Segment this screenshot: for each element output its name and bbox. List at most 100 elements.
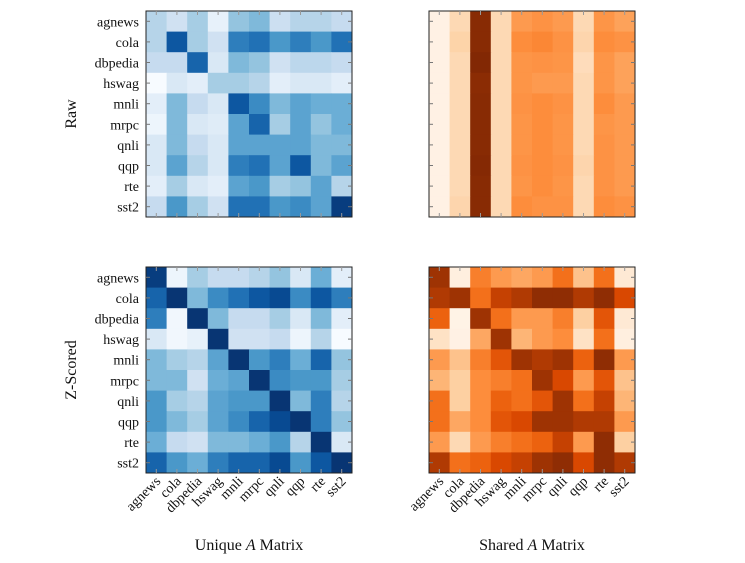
heatmap-cell-qnli-mnli	[228, 390, 250, 412]
heatmap-cell-qnli-qnli	[552, 134, 574, 156]
heatmap-cell-hswag-qnli	[269, 72, 291, 94]
heatmap-cell-dbpedia-agnews	[429, 308, 451, 330]
heatmap-cell-agnews-mrpc	[249, 11, 271, 33]
heatmap-cell-qqp-cola	[166, 411, 188, 433]
heatmap-cell-mrpc-agnews	[146, 114, 168, 136]
heatmap-cell-rte-cola	[449, 431, 471, 453]
heatmap-cell-dbpedia-sst2	[331, 52, 353, 74]
heatmap-cell-agnews-mnli	[511, 267, 533, 289]
heatmap-cell-dbpedia-hswag	[490, 308, 512, 330]
heatmap-cell-rte-sst2	[614, 431, 636, 453]
title-shared-var: A	[527, 537, 538, 554]
heatmap-cell-hswag-qnli	[552, 328, 574, 350]
heatmap-cell-agnews-qnli	[552, 267, 574, 289]
heatmap-cell-qnli-rte	[310, 134, 332, 156]
heatmap-cell-qqp-cola	[449, 155, 471, 177]
heatmap-cell-rte-sst2	[331, 431, 353, 453]
heatmap-cell-cola-sst2	[614, 287, 636, 309]
heatmap-cell-mnli-hswag	[490, 93, 512, 115]
heatmap-cell-cola-cola	[449, 31, 471, 53]
heatmap-cell-qnli-rte	[310, 390, 332, 412]
heatmap-cell-mrpc-dbpedia	[470, 370, 492, 392]
heatmap-cell-qqp-rte	[593, 155, 615, 177]
heatmap-cell-hswag-agnews	[146, 72, 168, 94]
col-tick-label-sst2: sst2	[324, 474, 350, 500]
heatmap-cell-qqp-mrpc	[249, 155, 271, 177]
heatmap-cell-qqp-cola	[449, 411, 471, 433]
heatmap-cell-sst2-agnews	[429, 196, 451, 218]
heatmap-cell-sst2-mnli	[511, 196, 533, 218]
title-shared: Shared A Matrix	[479, 537, 585, 554]
heatmap-cell-rte-qqp	[290, 431, 312, 453]
heatmap-cell-agnews-mnli	[511, 11, 533, 33]
heatmap-cell-sst2-rte	[310, 196, 332, 218]
heatmap-cell-mnli-rte	[593, 93, 615, 115]
heatmap-cell-sst2-dbpedia	[187, 452, 209, 474]
heatmap-cell-dbpedia-hswag	[207, 52, 229, 74]
panel-frame	[428, 10, 636, 218]
heatmap-cell-qnli-hswag	[207, 134, 229, 156]
heatmap-cell-qnli-hswag	[207, 390, 229, 412]
heatmap-cell-cola-rte	[593, 31, 615, 53]
heatmap-cell-dbpedia-qnli	[269, 52, 291, 74]
heatmap-cell-dbpedia-mnli	[511, 308, 533, 330]
title-shared-post: Matrix	[537, 537, 585, 554]
heatmap-cell-sst2-cola	[449, 452, 471, 474]
heatmap-cell-qnli-mrpc	[532, 390, 554, 412]
heatmap-cell-cola-agnews	[146, 31, 168, 53]
heatmap-cell-rte-qnli	[552, 431, 574, 453]
heatmap-cell-dbpedia-cola	[166, 308, 188, 330]
heatmap-cell-dbpedia-qnli	[552, 308, 574, 330]
heatmap-cell-cola-mrpc	[532, 31, 554, 53]
heatmap-cell-qqp-qnli	[269, 411, 291, 433]
heatmap-cell-agnews-dbpedia	[187, 11, 209, 33]
heatmap-cell-hswag-hswag	[490, 72, 512, 94]
heatmap-cell-hswag-hswag	[490, 328, 512, 350]
row-tick-label-cola: cola	[116, 292, 140, 307]
row-tick-label-dbpedia: dbpedia	[95, 313, 140, 328]
heatmap-cell-hswag-dbpedia	[187, 72, 209, 94]
heatmap-cell-hswag-sst2	[331, 72, 353, 94]
heatmap-cell-qnli-sst2	[331, 390, 353, 412]
heatmap-cell-mnli-sst2	[614, 93, 636, 115]
heatmap-cell-mnli-rte	[593, 349, 615, 371]
heatmap-cell-rte-cola	[449, 175, 471, 197]
heatmap-cell-mrpc-hswag	[207, 114, 229, 136]
heatmap-cell-agnews-mnli	[228, 267, 250, 289]
row-tick-label-cola: cola	[116, 36, 140, 51]
heatmap-cell-hswag-dbpedia	[187, 328, 209, 350]
heatmap-cell-cola-rte	[593, 287, 615, 309]
heatmap-cell-mnli-dbpedia	[470, 349, 492, 371]
heatmap-cell-agnews-qqp	[290, 11, 312, 33]
heatmap-cell-agnews-cola	[166, 11, 188, 33]
heatmap-cell-sst2-mrpc	[532, 196, 554, 218]
heatmap-cell-mnli-mrpc	[532, 93, 554, 115]
row-tick-label-dbpedia: dbpedia	[95, 57, 140, 72]
heatmap-cell-sst2-sst2	[614, 452, 636, 474]
heatmap-cell-hswag-cola	[166, 72, 188, 94]
heatmap-cell-agnews-mrpc	[532, 267, 554, 289]
heatmap-cell-cola-sst2	[614, 31, 636, 53]
heatmap-cell-rte-cola	[166, 431, 188, 453]
heatmap-cell-dbpedia-mrpc	[249, 308, 271, 330]
panel-frame	[428, 266, 636, 474]
col-tick-label-agnews: agnews	[407, 474, 447, 514]
heatmap-cell-qnli-sst2	[331, 134, 353, 156]
row-tick-label-qnli: qnli	[117, 395, 139, 410]
heatmap-cell-mrpc-cola	[449, 114, 471, 136]
heatmap-panel-1: agnews cola dbpedia hswag mnli mrpc qnli qqp rte…	[95, 10, 353, 218]
heatmap-cell-cola-qqp	[290, 287, 312, 309]
heatmap-cell-sst2-hswag	[207, 452, 229, 474]
heatmap-cell-cola-hswag	[207, 31, 229, 53]
heatmap-cell-agnews-hswag	[207, 11, 229, 33]
heatmap-cell-rte-dbpedia	[470, 431, 492, 453]
heatmap-cell-qqp-mnli	[511, 155, 533, 177]
heatmap-cell-hswag-rte	[593, 72, 615, 94]
heatmap-cell-cola-dbpedia	[470, 287, 492, 309]
heatmap-cell-cola-qqp	[573, 287, 595, 309]
heatmap-cell-dbpedia-mrpc	[532, 52, 554, 74]
heatmap-cell-agnews-rte	[310, 11, 332, 33]
heatmap-cell-rte-mrpc	[249, 175, 271, 197]
heatmap-cell-hswag-qqp	[573, 72, 595, 94]
